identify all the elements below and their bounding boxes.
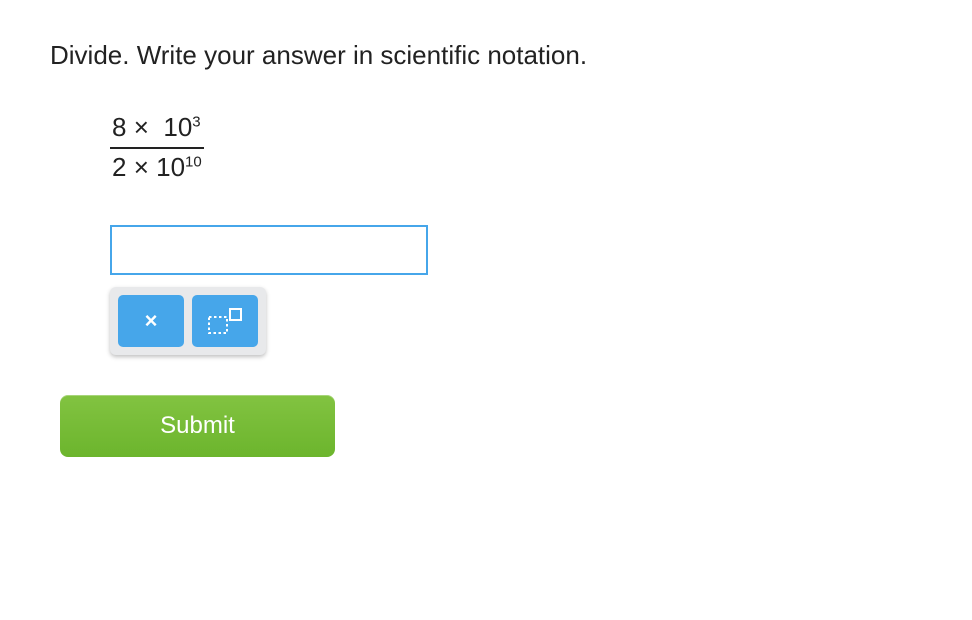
fraction-denominator: 2 × 1010 <box>110 149 204 185</box>
numerator-times: × <box>134 112 149 142</box>
denominator-coeff: 2 <box>112 152 126 182</box>
exponent-button[interactable] <box>192 295 258 347</box>
math-toolbar: × <box>110 287 266 355</box>
submit-button[interactable]: Submit <box>60 395 335 457</box>
answer-input[interactable] <box>110 225 428 275</box>
numerator-base: 10 <box>163 112 192 142</box>
denominator-exponent: 10 <box>185 153 202 170</box>
numerator-exponent: 3 <box>192 113 200 130</box>
multiply-button[interactable]: × <box>118 295 184 347</box>
multiply-icon: × <box>145 308 158 334</box>
instruction-text: Divide. Write your answer in scientific … <box>50 40 922 71</box>
denominator-times: × <box>134 152 149 182</box>
denominator-base: 10 <box>156 152 185 182</box>
fraction-numerator: 8 × 103 <box>110 111 204 149</box>
answer-area <box>110 225 922 275</box>
numerator-coeff: 8 <box>112 112 126 142</box>
fraction-expression: 8 × 103 2 × 1010 <box>110 111 922 185</box>
exponent-icon <box>208 308 242 334</box>
